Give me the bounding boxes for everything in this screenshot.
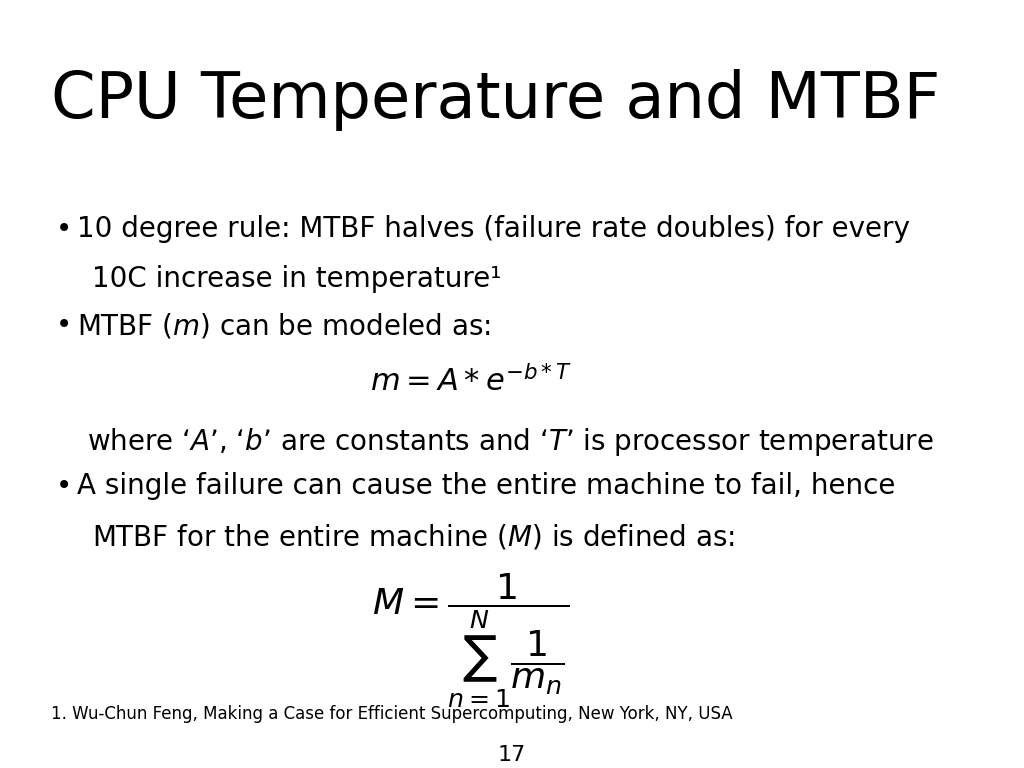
Text: where ‘$A$’, ‘$b$’ are constants and ‘$T$’ is processor temperature: where ‘$A$’, ‘$b$’ are constants and ‘$T… xyxy=(87,426,934,458)
Text: •: • xyxy=(56,311,73,339)
Text: 17: 17 xyxy=(498,745,526,765)
Text: 10C increase in temperature¹: 10C increase in temperature¹ xyxy=(92,265,502,293)
Text: MTBF ($m$) can be modeled as:: MTBF ($m$) can be modeled as: xyxy=(77,311,490,340)
Text: CPU Temperature and MTBF: CPU Temperature and MTBF xyxy=(51,69,941,131)
Text: 1. Wu-Chun Feng, Making a Case for Efficient Supercomputing, New York, NY, USA: 1. Wu-Chun Feng, Making a Case for Effic… xyxy=(51,705,733,723)
Text: •: • xyxy=(56,215,73,243)
Text: A single failure can cause the entire machine to fail, hence: A single failure can cause the entire ma… xyxy=(77,472,895,500)
Text: $M = \dfrac{1}{\sum_{n=1}^{N} \dfrac{1}{m_n}}$: $M = \dfrac{1}{\sum_{n=1}^{N} \dfrac{1}{… xyxy=(373,572,569,710)
Text: 10 degree rule: MTBF halves (failure rate doubles) for every: 10 degree rule: MTBF halves (failure rat… xyxy=(77,215,909,243)
Text: MTBF for the entire machine ($M$) is defined as:: MTBF for the entire machine ($M$) is def… xyxy=(92,522,735,551)
Text: •: • xyxy=(56,472,73,500)
Text: $m = A * e^{-b*T}$: $m = A * e^{-b*T}$ xyxy=(370,365,572,397)
